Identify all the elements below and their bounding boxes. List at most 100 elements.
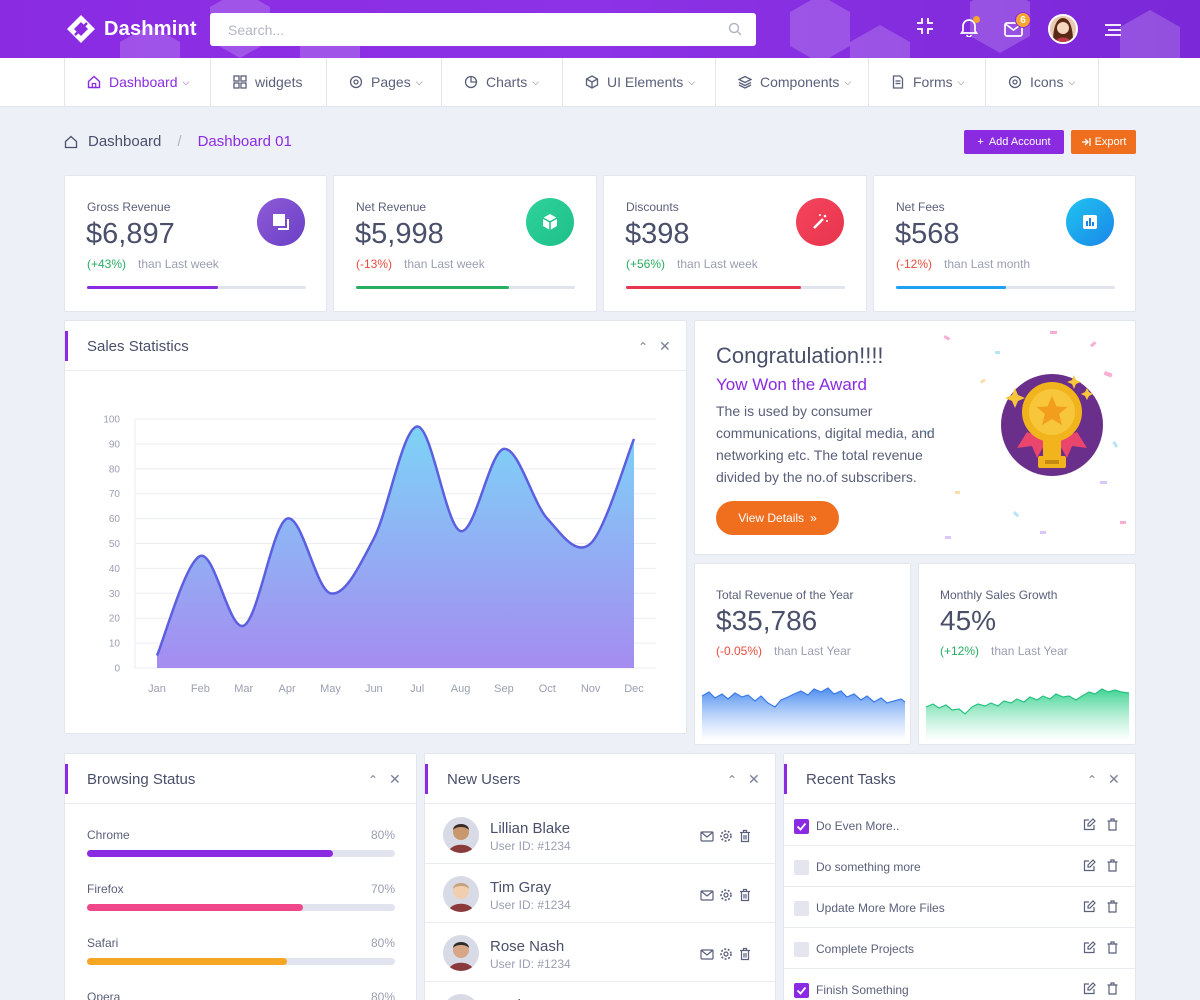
data-point-nov[interactable] xyxy=(588,541,594,547)
trash-icon[interactable] xyxy=(1106,982,1119,995)
user-avatar[interactable] xyxy=(443,876,479,912)
profile-avatar[interactable] xyxy=(1048,14,1078,44)
stat-progress xyxy=(87,286,306,289)
close-icon[interactable]: ✕ xyxy=(389,771,401,787)
task-checkbox[interactable] xyxy=(794,860,809,875)
menu-icon[interactable] xyxy=(1104,24,1122,36)
nav-ui-elements[interactable]: UI Elements ⌵ xyxy=(562,58,715,106)
data-point-jan[interactable] xyxy=(154,653,160,659)
trash-icon[interactable] xyxy=(1106,859,1119,872)
collapse-icon[interactable]: ⌃ xyxy=(1087,773,1098,787)
stat-label: Net Revenue xyxy=(356,200,427,214)
trash-icon[interactable] xyxy=(738,947,752,961)
user-row: Justin RossUser ID: #1234 xyxy=(425,982,775,1000)
collapse-icon[interactable]: ⌃ xyxy=(638,340,649,354)
box-icon xyxy=(526,198,574,246)
nav-label: widgets xyxy=(255,74,303,90)
nav-pages[interactable]: Pages ⌵ xyxy=(326,58,441,106)
nav-label: Charts xyxy=(486,74,528,90)
sales-growth-value: 45% xyxy=(940,605,997,636)
data-point-aug[interactable] xyxy=(458,528,464,534)
mail-icon[interactable] xyxy=(700,888,714,902)
nav-widgets[interactable]: widgets xyxy=(210,58,326,106)
mail-icon[interactable] xyxy=(700,947,714,961)
mail-icon[interactable] xyxy=(700,829,714,843)
gear-icon[interactable] xyxy=(719,829,733,843)
panel-title: Browsing Status xyxy=(87,771,196,788)
user-avatar[interactable] xyxy=(443,994,479,1000)
collapse-icon[interactable]: ⌃ xyxy=(368,773,379,787)
search-input[interactable] xyxy=(210,13,756,46)
nav-charts[interactable]: Charts ⌵ xyxy=(441,58,562,106)
edit-icon[interactable] xyxy=(1083,900,1096,913)
bell-icon[interactable] xyxy=(960,17,978,37)
stat-value: $6,897 xyxy=(86,218,175,250)
total-revenue-card: Total Revenue of the Year $35,786 (-0.05… xyxy=(694,563,911,745)
close-icon[interactable]: ✕ xyxy=(659,338,671,354)
trash-icon[interactable] xyxy=(1106,900,1119,913)
recent-tasks-panel: Recent Tasks ⌃ ✕ Do Even More.. Do someth… xyxy=(783,753,1136,1000)
trash-icon[interactable] xyxy=(1106,818,1119,831)
data-point-feb[interactable] xyxy=(197,553,203,559)
data-point-jul[interactable] xyxy=(414,423,420,429)
task-checkbox[interactable] xyxy=(794,942,809,957)
trash-icon[interactable] xyxy=(1106,941,1119,954)
data-point-may[interactable] xyxy=(327,590,333,596)
gear-icon[interactable] xyxy=(719,888,733,902)
edit-icon[interactable] xyxy=(1083,982,1096,995)
panel-accent xyxy=(425,764,428,794)
view-details-button[interactable]: View Details » xyxy=(716,501,839,535)
document-icon xyxy=(892,75,904,89)
gear-icon[interactable] xyxy=(719,947,733,961)
y-tick-label: 90 xyxy=(109,439,121,450)
user-name[interactable]: Lillian Blake xyxy=(490,820,571,837)
compress-icon[interactable] xyxy=(916,17,934,35)
stat-card-net-fees: Net Fees $568 (-12%) than Last month xyxy=(873,175,1136,312)
data-point-sep[interactable] xyxy=(501,446,507,452)
nav-components[interactable]: Components ⌵ xyxy=(715,58,868,106)
task-checkbox[interactable] xyxy=(794,983,809,998)
collapse-icon[interactable]: ⌃ xyxy=(727,773,738,787)
nav-dashboard[interactable]: Dashboard ⌵ xyxy=(64,58,210,106)
edit-icon[interactable] xyxy=(1083,818,1096,831)
cube-icon xyxy=(585,75,599,89)
browser-row-firefox: Firefox 70% xyxy=(87,882,395,911)
data-point-mar[interactable] xyxy=(241,623,247,629)
stat-progress-fill xyxy=(626,286,802,289)
task-label: Do Even More.. xyxy=(816,819,900,833)
breadcrumb-home[interactable]: Dashboard xyxy=(88,133,162,150)
user-name[interactable]: Justin Ross xyxy=(490,997,568,1000)
task-checkbox[interactable] xyxy=(794,819,809,834)
browser-row-opera: Opera 80% xyxy=(87,990,395,1000)
user-avatar[interactable] xyxy=(443,817,479,853)
task-checkbox[interactable] xyxy=(794,901,809,916)
add-account-button[interactable]: + Add Account xyxy=(964,130,1064,154)
nav-forms[interactable]: Forms ⌵ xyxy=(868,58,985,106)
search-icon[interactable] xyxy=(728,22,742,36)
user-avatar[interactable] xyxy=(443,935,479,971)
panel-header: Sales Statistics ⌃ ✕ xyxy=(65,321,686,371)
close-icon[interactable]: ✕ xyxy=(748,771,760,787)
user-name[interactable]: Rose Nash xyxy=(490,938,565,955)
search-box xyxy=(210,13,756,46)
mail-badge: 6 xyxy=(1015,12,1031,28)
data-point-apr[interactable] xyxy=(284,516,290,522)
stat-progress xyxy=(356,286,575,289)
edit-icon[interactable] xyxy=(1083,859,1096,872)
data-point-jun[interactable] xyxy=(371,536,377,542)
nav-icons[interactable]: Icons ⌵ xyxy=(985,58,1098,106)
x-tick-label: May xyxy=(320,683,341,695)
user-row: Tim Gray User ID: #1234 xyxy=(425,864,775,923)
close-icon[interactable]: ✕ xyxy=(1108,771,1120,787)
add-account-label: Add Account xyxy=(988,136,1051,148)
brand-logo[interactable]: Dashmint xyxy=(66,14,197,44)
award-title: Congratulation!!!! xyxy=(716,343,884,368)
data-point-oct[interactable] xyxy=(544,516,550,522)
trash-icon[interactable] xyxy=(738,888,752,902)
export-button[interactable]: Export xyxy=(1071,130,1136,154)
data-point-dec[interactable] xyxy=(631,436,637,442)
trash-icon[interactable] xyxy=(738,829,752,843)
browser-percent: 80% xyxy=(370,936,395,950)
user-name[interactable]: Tim Gray xyxy=(490,879,552,896)
edit-icon[interactable] xyxy=(1083,941,1096,954)
